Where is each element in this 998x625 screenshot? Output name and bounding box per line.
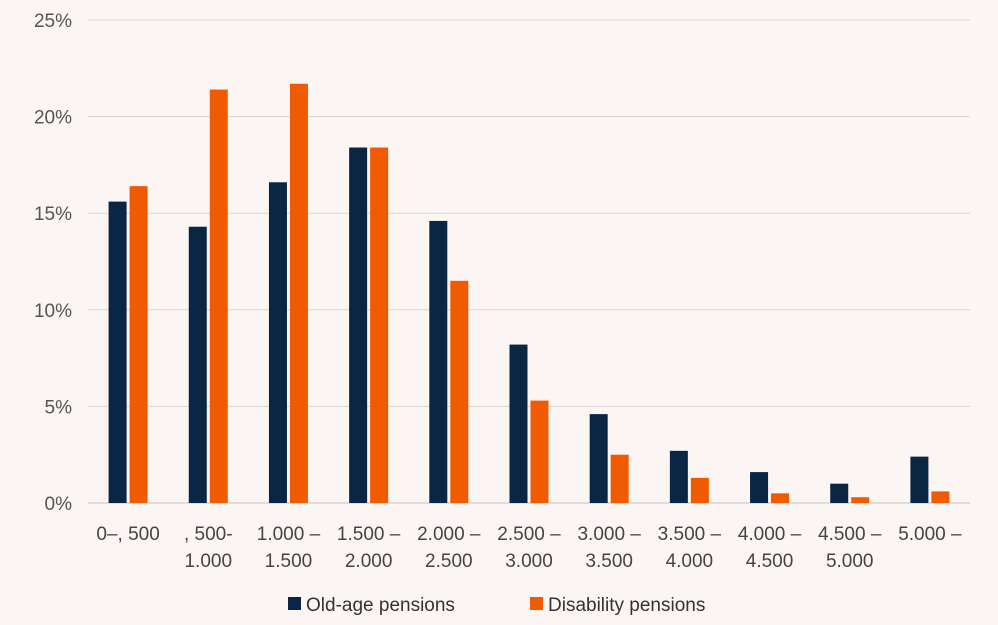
old-age-bar	[509, 344, 528, 503]
disability-bar	[370, 147, 389, 503]
legend-label-disability: Disability pensions	[548, 595, 705, 616]
old-age-bar	[830, 483, 849, 503]
x-category-label-line: 5.000	[826, 551, 874, 572]
disability-bar	[289, 83, 308, 504]
y-tick-label: 5%	[45, 397, 73, 418]
disability-bar	[450, 280, 469, 503]
old-age-bar	[349, 147, 368, 503]
x-category-label: 1.000 – 1.500	[257, 524, 321, 572]
y-tick-label: 15%	[34, 204, 72, 225]
x-category-label-line: 3.500	[585, 551, 633, 572]
old-age-bar	[188, 226, 207, 503]
old-age-bar	[669, 450, 688, 503]
x-category-label: 5.000 –	[898, 524, 962, 545]
x-category-label-line: 2.500	[425, 551, 473, 572]
x-category-label: 2.500 – 3.000	[497, 524, 561, 572]
disability-bar	[209, 89, 228, 503]
gridlines	[88, 19, 970, 504]
x-category-label: 2.000 – 2.500	[417, 524, 481, 572]
x-category-label: 3.000 – 3.500	[577, 524, 641, 572]
old-age-bar	[429, 220, 448, 504]
legend-swatch-old-age	[288, 597, 301, 610]
x-category-label-line: 4.000	[666, 551, 714, 572]
disability-bar	[129, 186, 148, 504]
legend-swatch-disability	[530, 597, 543, 610]
x-category-label-line: 4.500	[746, 551, 794, 572]
x-category-label-line: 4.500 –	[818, 524, 882, 545]
x-category-label-line: 2.000 –	[417, 524, 481, 545]
disability-bar	[690, 477, 709, 503]
x-category-label-line: 1.500	[265, 551, 313, 572]
y-tick-label: 20%	[34, 108, 72, 129]
y-tick-label: 10%	[34, 301, 72, 322]
x-category-label: 4.000 – 4.500	[738, 524, 802, 572]
bars	[108, 83, 950, 504]
x-category-label-line: 1.000 –	[257, 524, 321, 545]
old-age-bar	[750, 472, 769, 503]
x-category-label: , 500- 1.000	[184, 524, 233, 572]
disability-bar	[610, 454, 629, 503]
x-category-label-line: 1.000	[184, 551, 232, 572]
x-category-label-line: 3.000	[505, 551, 553, 572]
x-axis-category-labels: 0–, 500 , 500- 1.000 1.000 – 1.500 1.500 – 2.0…	[96, 524, 962, 572]
x-category-label-line: 3.000 –	[577, 524, 641, 545]
y-axis-tick-labels: 0% 5% 10% 15% 20% 25%	[34, 11, 72, 515]
x-category-label-line: 2.000	[345, 551, 393, 572]
x-category-label-line: 2.500 –	[497, 524, 561, 545]
disability-bar	[851, 497, 870, 503]
x-category-label-line: 0–, 500	[96, 524, 159, 545]
x-category-label: 1.500 – 2.000	[337, 524, 401, 572]
disability-bar	[931, 491, 950, 503]
x-category-label-line: 1.500 –	[337, 524, 401, 545]
old-age-bar	[910, 456, 929, 503]
disability-bar	[530, 400, 549, 503]
x-category-label: 4.500 – 5.000	[818, 524, 882, 572]
y-tick-label: 0%	[45, 494, 73, 515]
y-tick-label: 25%	[34, 11, 72, 32]
x-category-label-line: 5.000 –	[898, 524, 962, 545]
old-age-bar	[268, 182, 287, 503]
x-category-label: 3.500 – 4.000	[658, 524, 722, 572]
x-category-label-line: , 500-	[184, 524, 233, 545]
x-category-label-line: 4.000 –	[738, 524, 802, 545]
disability-bar	[771, 493, 790, 503]
legend: Old-age pensions Disability pensions	[288, 595, 705, 616]
x-category-label: 0–, 500	[96, 524, 159, 545]
old-age-bar	[589, 414, 608, 503]
old-age-bar	[108, 201, 127, 503]
x-category-label-line: 3.500 –	[658, 524, 722, 545]
legend-label-old-age: Old-age pensions	[306, 595, 455, 616]
